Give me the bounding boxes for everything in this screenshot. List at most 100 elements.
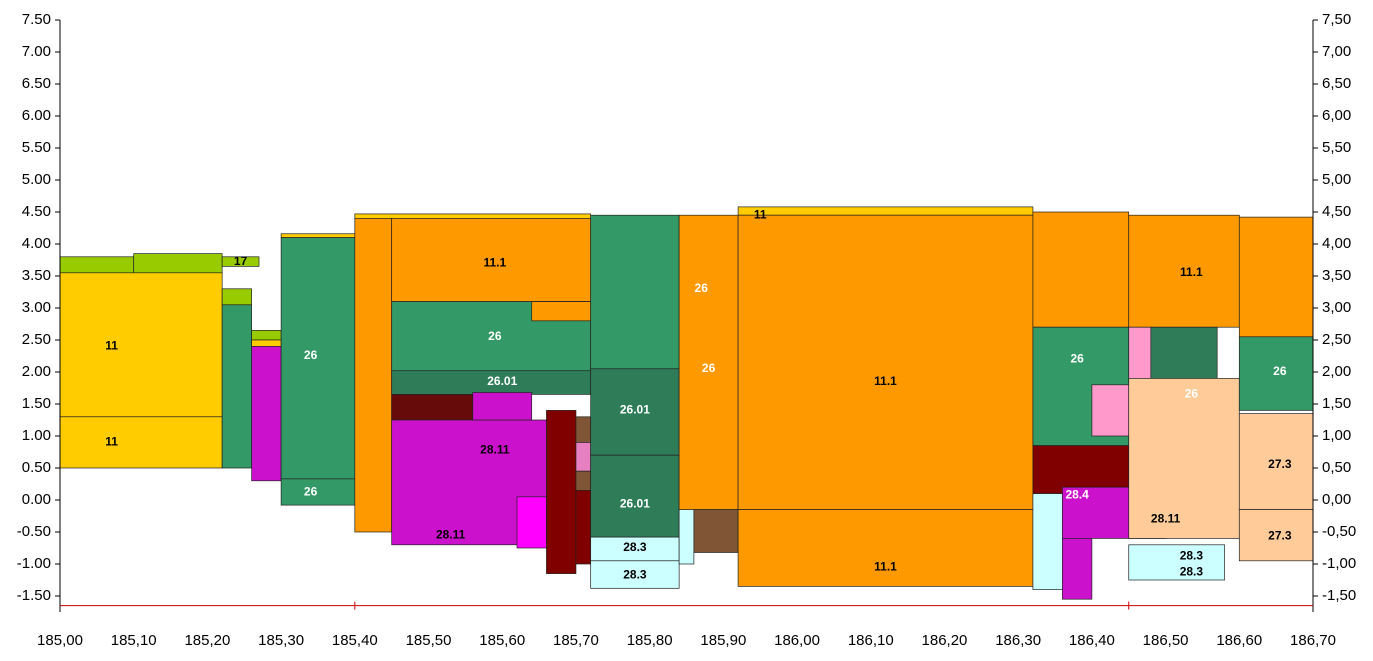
layer-label: 26.01 — [487, 374, 517, 388]
layer-block — [1032, 445, 1130, 494]
x-tick-label: 186,70 — [1290, 632, 1336, 649]
x-tick-label: 185,50 — [406, 632, 452, 649]
layer-block — [354, 218, 393, 533]
layer-label: 28.3 — [1180, 564, 1204, 578]
y-tick-label: 0.50 — [22, 459, 51, 476]
layer-label: 26 — [702, 361, 716, 375]
y2-tick-label: 0,50 — [1322, 459, 1351, 476]
y2-tick-label: 4,00 — [1322, 235, 1351, 252]
y-tick-label: 7.00 — [22, 43, 51, 60]
layer-block — [575, 416, 592, 443]
y-tick-label: 4.00 — [22, 235, 51, 252]
y-tick-label: 2.00 — [22, 363, 51, 380]
x-tick-label: 186,00 — [774, 632, 820, 649]
x-tick-label: 185,80 — [627, 632, 673, 649]
y-tick-label: 6.50 — [22, 75, 51, 92]
x-tick-label: 185,10 — [111, 632, 157, 649]
layer-block — [1128, 326, 1152, 382]
y-tick-label: 4.50 — [22, 203, 51, 220]
y2-tick-label: -0,50 — [1322, 523, 1356, 540]
layer-label: 26 — [304, 484, 318, 498]
layer-block — [678, 509, 695, 565]
y-tick-label: 1.50 — [22, 395, 51, 412]
layer-block — [590, 560, 680, 589]
layer-label: 11 — [105, 339, 118, 353]
layer-label: 26 — [1273, 364, 1287, 378]
layer-block — [251, 339, 282, 347]
x-tick-label: 186,60 — [1216, 632, 1262, 649]
layer-label: 11.1 — [484, 255, 507, 269]
layer-block — [59, 272, 223, 418]
layer-block — [59, 416, 223, 469]
y-tick-label: -1.50 — [17, 587, 51, 604]
layer-block — [693, 509, 739, 553]
y2-tick-label: 2,50 — [1322, 331, 1351, 348]
y2-tick-label: 6,50 — [1322, 75, 1351, 92]
y-tick-label: 1.00 — [22, 427, 51, 444]
layer-block — [1032, 493, 1063, 590]
y2-tick-label: 0,00 — [1322, 491, 1351, 508]
layer-block — [1091, 384, 1130, 437]
layer-block — [391, 394, 474, 421]
x-tick-label: 186,40 — [1069, 632, 1115, 649]
layer-label: 28.3 — [623, 568, 647, 582]
layer-block — [590, 454, 680, 538]
layer-block — [516, 496, 547, 549]
layer-label: 11.1 — [874, 374, 897, 388]
layer-label: 28.3 — [1180, 548, 1204, 562]
layer-block — [472, 392, 533, 421]
x-tick-label: 185,40 — [332, 632, 378, 649]
y2-tick-label: 5,00 — [1322, 171, 1351, 188]
layer-label: 28.11 — [436, 527, 466, 541]
layer-block — [1128, 378, 1240, 539]
y-tick-label: -1.00 — [17, 555, 51, 572]
layer-label: 11.1 — [874, 559, 897, 573]
x-tick-label: 185,20 — [184, 632, 230, 649]
x-tick-label: 186,50 — [1143, 632, 1189, 649]
y2-tick-label: 1,00 — [1322, 427, 1351, 444]
layer-block — [1238, 216, 1314, 338]
layer-label: 28.11 — [480, 442, 510, 456]
layer-block — [1238, 413, 1314, 510]
layer-block — [251, 346, 282, 482]
layer-block — [221, 256, 260, 267]
layer-block — [590, 214, 680, 370]
layer-block — [391, 218, 592, 302]
layer-label: 26 — [1070, 351, 1084, 365]
layer-block — [737, 206, 1034, 216]
layer-block — [221, 288, 252, 306]
layer-block — [575, 442, 592, 472]
y2-tick-label: 7,00 — [1322, 43, 1351, 60]
y2-tick-label: 6,00 — [1322, 107, 1351, 124]
layer-block — [531, 301, 592, 322]
layer-label: 27.3 — [1268, 457, 1292, 471]
layer-block — [575, 490, 592, 565]
layer-block — [280, 478, 356, 506]
y-tick-label: 3.50 — [22, 267, 51, 284]
x-tick-label: 185,60 — [479, 632, 525, 649]
layer-block — [1128, 544, 1225, 581]
y-tick-label: -0.50 — [17, 523, 51, 540]
x-tick-label: 185,90 — [700, 632, 746, 649]
layer-block — [737, 214, 1034, 510]
layer-label: 28.3 — [623, 540, 647, 554]
layer-label: 11 — [754, 207, 767, 221]
layer-block — [1150, 326, 1218, 382]
layer-block — [280, 233, 356, 238]
layer-label: 26 — [1185, 387, 1199, 401]
y2-tick-label: 1,50 — [1322, 395, 1351, 412]
layer-block — [1032, 211, 1130, 328]
y-tick-label: 5.00 — [22, 171, 51, 188]
layer-label: 26 — [304, 348, 318, 362]
layer-label: 26.01 — [620, 403, 650, 417]
x-tick-label: 186,30 — [995, 632, 1041, 649]
layer-label: 11 — [105, 435, 118, 449]
layer-label: 28.4 — [1065, 488, 1089, 502]
x-tick-label: 185,30 — [258, 632, 304, 649]
y2-tick-label: 3,50 — [1322, 267, 1351, 284]
layer-block — [575, 470, 592, 491]
layer-block — [737, 509, 1034, 587]
y2-tick-label: 3,00 — [1322, 299, 1351, 316]
layer-label: 26 — [488, 329, 502, 343]
